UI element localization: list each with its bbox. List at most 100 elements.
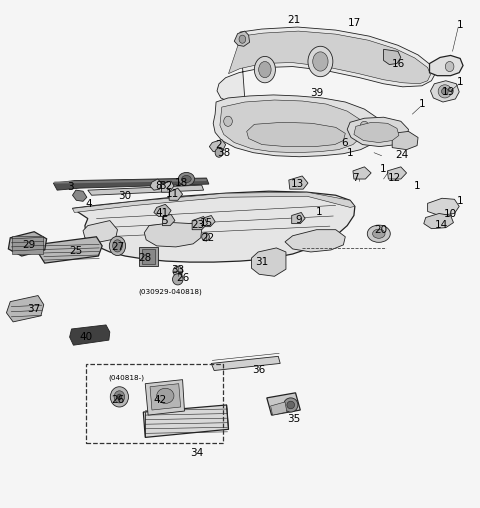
Text: 9: 9 [296, 214, 302, 225]
Bar [140, 247, 157, 266]
Text: 12: 12 [387, 173, 401, 183]
Text: (030929-040818): (030929-040818) [139, 289, 203, 295]
Polygon shape [431, 81, 459, 102]
Polygon shape [252, 248, 286, 276]
Bar [86, 364, 223, 443]
Ellipse shape [239, 35, 246, 43]
Text: 22: 22 [201, 233, 214, 243]
Text: 35: 35 [287, 414, 300, 424]
Text: 32: 32 [159, 181, 172, 191]
Polygon shape [392, 132, 418, 150]
Polygon shape [285, 230, 345, 252]
Text: 26: 26 [176, 273, 189, 283]
Text: 1: 1 [419, 99, 425, 109]
Polygon shape [72, 191, 355, 262]
Polygon shape [169, 188, 182, 200]
Polygon shape [8, 232, 47, 256]
Polygon shape [424, 213, 454, 229]
Polygon shape [70, 325, 110, 345]
Ellipse shape [157, 388, 174, 403]
Text: 5: 5 [162, 216, 168, 226]
Ellipse shape [178, 172, 194, 185]
Polygon shape [430, 55, 463, 76]
Ellipse shape [360, 121, 369, 132]
Ellipse shape [372, 229, 385, 238]
Polygon shape [228, 31, 431, 84]
Polygon shape [354, 122, 399, 143]
Polygon shape [220, 100, 363, 153]
Polygon shape [192, 216, 207, 230]
Polygon shape [202, 215, 215, 227]
Polygon shape [150, 384, 180, 410]
Ellipse shape [110, 387, 129, 407]
Text: 30: 30 [119, 191, 132, 201]
Text: 16: 16 [391, 58, 405, 69]
Text: 23: 23 [191, 219, 204, 230]
Text: 7: 7 [352, 173, 359, 183]
Bar [142, 249, 156, 264]
Text: (040818-): (040818-) [108, 374, 144, 381]
Text: 39: 39 [310, 88, 323, 98]
Text: 19: 19 [442, 87, 455, 97]
Text: 33: 33 [171, 265, 184, 275]
Text: 20: 20 [374, 225, 388, 235]
Polygon shape [154, 204, 171, 216]
Text: 36: 36 [252, 365, 266, 374]
Text: 34: 34 [190, 448, 204, 458]
Ellipse shape [442, 88, 448, 94]
Polygon shape [211, 356, 280, 370]
Text: 8: 8 [156, 181, 162, 191]
Polygon shape [72, 192, 355, 212]
Ellipse shape [367, 225, 390, 242]
Text: 18: 18 [175, 178, 188, 188]
Polygon shape [144, 405, 228, 437]
Text: 1: 1 [316, 207, 322, 217]
Polygon shape [217, 27, 435, 103]
Polygon shape [162, 214, 175, 226]
Polygon shape [234, 31, 250, 46]
Polygon shape [72, 190, 87, 201]
Polygon shape [144, 223, 202, 247]
Text: 1: 1 [380, 164, 387, 174]
Text: 28: 28 [139, 253, 152, 263]
Text: 4: 4 [86, 199, 93, 209]
Polygon shape [292, 212, 305, 224]
Polygon shape [161, 181, 174, 192]
Text: 31: 31 [255, 257, 268, 267]
Polygon shape [213, 95, 382, 157]
Polygon shape [54, 179, 206, 183]
Ellipse shape [438, 85, 452, 98]
Text: 24: 24 [395, 150, 408, 160]
Polygon shape [384, 49, 401, 65]
Polygon shape [247, 122, 345, 147]
Polygon shape [145, 379, 184, 415]
Polygon shape [83, 220, 118, 243]
Bar [12, 236, 43, 254]
Text: 1: 1 [347, 148, 353, 157]
Text: 29: 29 [22, 240, 35, 250]
Ellipse shape [117, 394, 122, 400]
Text: 27: 27 [111, 242, 125, 252]
Text: 1: 1 [457, 20, 464, 30]
Text: 1: 1 [414, 181, 420, 191]
Text: 15: 15 [200, 217, 213, 228]
Polygon shape [289, 176, 308, 189]
Ellipse shape [259, 61, 271, 78]
Text: 11: 11 [166, 189, 179, 199]
Ellipse shape [308, 46, 333, 77]
Polygon shape [428, 198, 459, 215]
Ellipse shape [215, 148, 223, 157]
Polygon shape [353, 167, 371, 179]
Text: 42: 42 [153, 395, 166, 405]
Polygon shape [88, 185, 204, 195]
Text: 17: 17 [348, 18, 361, 28]
Text: 26: 26 [111, 395, 124, 405]
Ellipse shape [254, 56, 276, 83]
Ellipse shape [224, 116, 232, 126]
Text: 40: 40 [79, 332, 93, 342]
Ellipse shape [114, 391, 125, 403]
Text: 1: 1 [457, 77, 464, 87]
Polygon shape [53, 178, 209, 190]
Ellipse shape [109, 236, 126, 256]
Ellipse shape [284, 398, 298, 412]
